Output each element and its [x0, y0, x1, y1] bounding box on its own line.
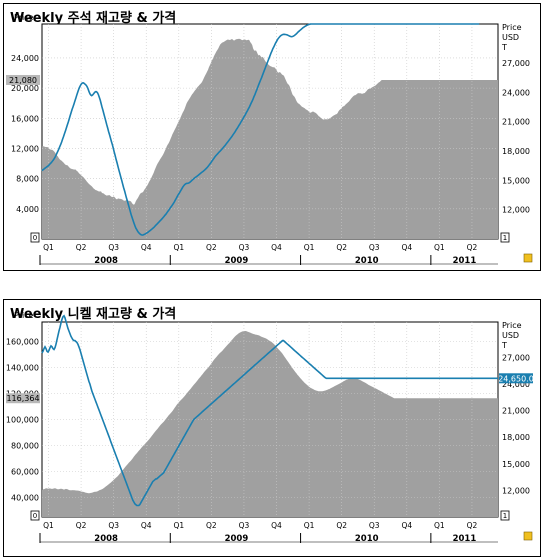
year-label: 2010 — [355, 256, 379, 266]
current-inventory-box — [6, 393, 40, 404]
right-axis-label: T — [501, 43, 507, 52]
right-axis-label: USD — [502, 33, 519, 42]
quarter-label: Q3 — [239, 521, 250, 530]
left-corner-label: 0 — [33, 234, 37, 242]
quarter-label: Q1 — [304, 243, 315, 252]
left-tick-label: 140,000 — [6, 364, 39, 373]
inventory-area — [42, 38, 498, 240]
right-axis-label: T — [501, 341, 507, 350]
right-tick-label: 18,000 — [502, 433, 530, 442]
quarter-label: Q3 — [239, 243, 250, 252]
current-inventory-box — [6, 74, 40, 85]
quarter-label: Q3 — [108, 521, 119, 530]
quarter-label: Q2 — [76, 243, 87, 252]
right-axis-label: USD — [502, 331, 519, 340]
quarter-label: Q2 — [336, 243, 347, 252]
quarter-label: Q4 — [401, 521, 412, 530]
left-tick-label: 8,000 — [16, 175, 39, 184]
year-label: 2010 — [355, 534, 379, 544]
right-tick-label: 24,000 — [502, 380, 530, 389]
quarter-label: Q2 — [76, 521, 87, 530]
nickel-chart-svg: Price160,000140,000120,000100,00080,0006… — [6, 311, 534, 544]
right-corner-label: 1 — [503, 234, 507, 242]
price-line — [41, 314, 498, 507]
left-axis-label: Price — [14, 13, 34, 22]
price-line — [41, 23, 480, 236]
right-tick-label: 18,000 — [502, 147, 530, 156]
current-inventory-label: 116,364 — [6, 394, 39, 403]
left-tick-label: 60,000 — [11, 468, 39, 477]
quarter-label: Q2 — [206, 243, 217, 252]
left-tick-label: 40,000 — [11, 494, 39, 503]
right-tick-label: 21,000 — [502, 118, 530, 127]
year-label: 2009 — [225, 256, 249, 266]
right-corner-box — [500, 510, 510, 521]
right-tick-label: 27,000 — [502, 353, 530, 362]
quarter-label: Q3 — [369, 521, 380, 530]
year-label: 2009 — [225, 534, 249, 544]
year-label: 2008 — [94, 256, 118, 266]
left-tick-label: 100,000 — [6, 416, 39, 425]
right-tick-label: 27,000 — [502, 59, 530, 68]
left-axis-label: Price — [14, 311, 34, 320]
left-tick-label: 20,000 — [11, 84, 39, 93]
quarter-label: Q3 — [369, 243, 380, 252]
right-corner-label: 1 — [503, 512, 507, 520]
quarter-label: Q1 — [434, 243, 445, 252]
right-axis-label: Price — [502, 321, 522, 330]
quarter-label: Q3 — [108, 243, 119, 252]
left-corner-label: 0 — [33, 512, 37, 520]
quarter-label: Q1 — [434, 521, 445, 530]
chart-tool-icon — [523, 531, 533, 541]
quarter-label: Q2 — [467, 521, 478, 530]
chart-tool-icon — [523, 253, 533, 263]
right-tick-label: 21,000 — [502, 407, 530, 416]
quarter-label: Q4 — [141, 521, 152, 530]
left-tick-label: 16,000 — [11, 114, 39, 123]
tin-chart-svg: Price 24,000 20,000 16,000 12,000 8,000 4,000 2… — [6, 13, 533, 266]
quarter-label: Q1 — [43, 521, 54, 530]
chart-title: Weekly 주석 재고량 & 가격 — [10, 11, 177, 26]
quarter-label: Q2 — [336, 521, 347, 530]
nickel-chart-panel: Weekly 니켈 재고량 & 가격 Price160,000140,00012… — [3, 299, 541, 557]
quarter-label: Q1 — [43, 243, 54, 252]
left-tick-label: 12,000 — [11, 144, 39, 153]
right-tick-label: 15,000 — [502, 460, 530, 469]
right-tick-label: 12,000 — [502, 206, 530, 215]
quarter-label: Q2 — [206, 521, 217, 530]
right-tick-label: 12,000 — [502, 486, 530, 495]
quarter-label: Q2 — [467, 243, 478, 252]
quarter-label: Q1 — [304, 521, 315, 530]
year-label: 2008 — [94, 534, 118, 544]
left-tick-label: 160,000 — [6, 338, 39, 347]
left-tick-label: 80,000 — [11, 442, 39, 451]
left-tick-label: 4,000 — [16, 205, 39, 214]
right-tick-label: 15,000 — [502, 176, 530, 185]
quarter-label: Q4 — [271, 521, 282, 530]
left-corner-box — [30, 232, 40, 243]
year-label: 2011 — [453, 256, 477, 266]
inventory-area — [42, 331, 498, 517]
quarter-label: Q1 — [173, 521, 184, 530]
current-inventory-label: 21,080 — [9, 76, 37, 85]
right-corner-box — [500, 232, 510, 243]
tin-chart-panel: Weekly 주석 재고량 & 가격 Price 24,000 20,000 16,0… — [3, 3, 541, 271]
quarter-label: Q4 — [141, 243, 152, 252]
current-price-label: 24,650.0 — [498, 374, 534, 383]
right-axis-label: Price — [502, 23, 522, 32]
quarter-label: Q4 — [271, 243, 282, 252]
left-corner-box — [30, 510, 40, 521]
chart-title: Weekly 니켈 재고량 & 가격 — [10, 307, 177, 322]
year-label: 2011 — [453, 534, 477, 544]
quarter-label: Q4 — [401, 243, 412, 252]
current-price-box — [499, 373, 533, 384]
right-tick-label: 24,000 — [502, 88, 530, 97]
quarter-label: Q1 — [173, 243, 184, 252]
left-tick-label: 24,000 — [11, 54, 39, 63]
